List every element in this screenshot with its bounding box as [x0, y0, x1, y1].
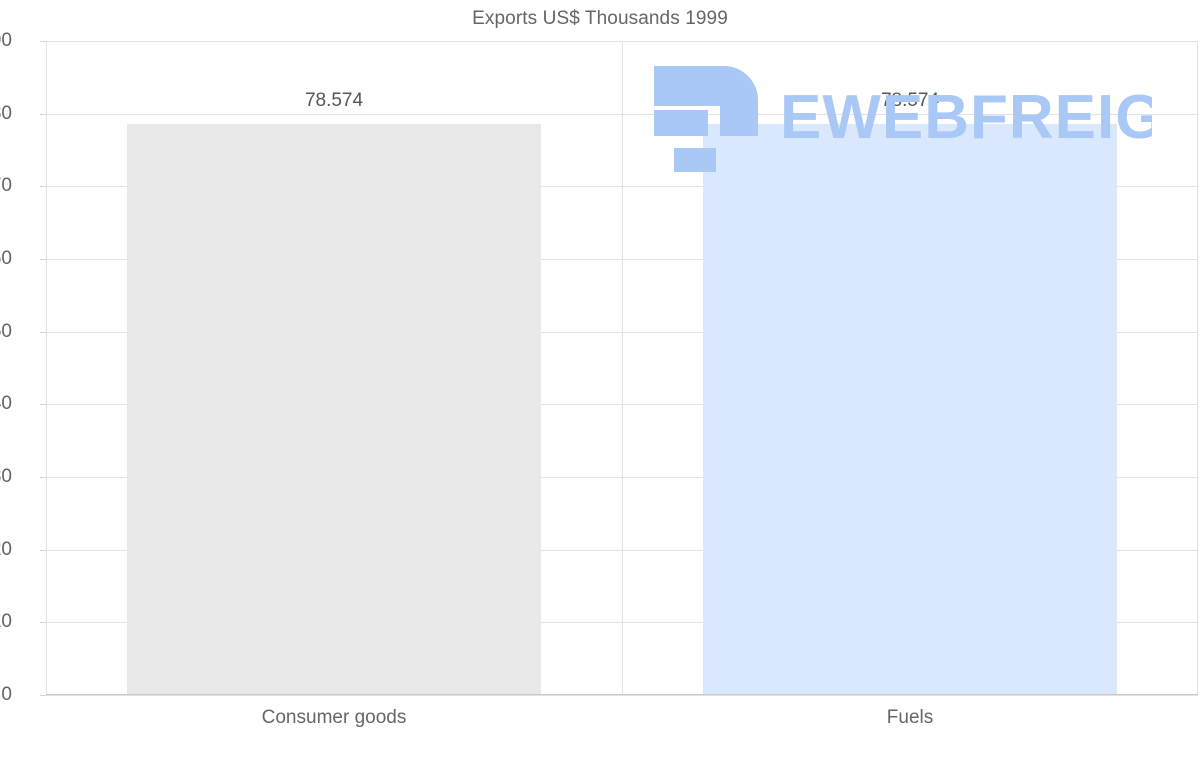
- gridline-vertical: [622, 41, 623, 695]
- y-axis-tick-label: 10: [0, 611, 12, 633]
- y-axis-tick-label: 80: [0, 102, 12, 124]
- bar-value-label: 78.574: [880, 90, 940, 112]
- chart-title: Exports US$ Thousands 1999: [472, 8, 728, 29]
- y-axis-tick-mark: [40, 477, 47, 478]
- y-axis-tick-mark: [40, 113, 47, 115]
- gridline-vertical: [46, 41, 47, 695]
- gridline-horizontal: [46, 695, 1198, 696]
- bar[interactable]: [702, 124, 1118, 695]
- y-axis-tick-label: 90: [0, 30, 12, 51]
- y-axis-tick-mark: [40, 41, 47, 42]
- y-axis-tick-label: 60: [0, 248, 12, 269]
- y-axis-tick-mark: [40, 622, 47, 624]
- y-axis-tick-mark: [40, 259, 47, 260]
- gridline-vertical: [1197, 41, 1198, 695]
- y-axis-tick-label: 50: [0, 320, 12, 342]
- y-axis-tick-label: 30: [0, 466, 12, 487]
- y-axis-tick-mark: [40, 695, 47, 696]
- y-axis-tick-mark: [40, 331, 47, 333]
- y-axis-tick-mark: [40, 186, 47, 188]
- x-axis-tick-label: Consumer goods: [261, 707, 407, 728]
- bar-value-label: 78.574: [304, 90, 364, 112]
- bar[interactable]: [126, 124, 542, 695]
- plot-area: [46, 41, 1198, 696]
- x-axis-line: [46, 694, 1198, 695]
- x-axis-tick-label: Fuels: [886, 707, 934, 728]
- y-axis-tick-label: 0: [1, 684, 12, 705]
- y-axis-tick-mark: [40, 404, 47, 406]
- y-axis-tick-label: 20: [0, 538, 12, 560]
- y-axis-tick-mark: [40, 549, 47, 551]
- y-axis-tick-label: 40: [0, 393, 12, 415]
- y-axis-tick-label: 70: [0, 175, 12, 197]
